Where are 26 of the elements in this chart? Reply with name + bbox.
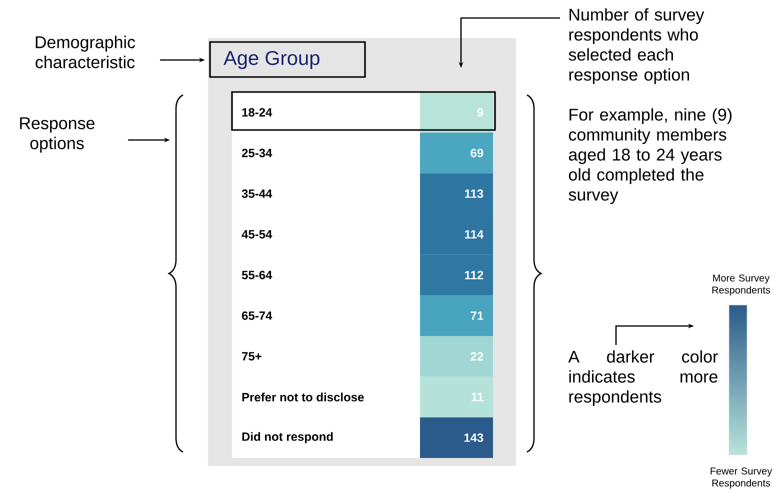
data-label: 22 xyxy=(470,352,484,361)
y-tick-label: 35-44 xyxy=(242,189,272,198)
y-tick-label: Prefer not to disclose xyxy=(242,392,364,402)
data-label: 114 xyxy=(465,230,484,238)
y-tick-label: 65-74 xyxy=(242,311,272,320)
text: Response options xyxy=(20,117,95,153)
data-label: 112 xyxy=(465,270,484,280)
chart-title: Age Group xyxy=(224,50,320,70)
y-tick-label: 18-24 xyxy=(242,108,272,117)
y-tick-label: Did not respond xyxy=(242,432,333,444)
text: A darker color indicates more respondents xyxy=(568,350,718,406)
text: Demographic characteristic xyxy=(36,36,136,68)
text: Number of survey respondents who selected each response option xyxy=(568,8,704,84)
data-label: 113 xyxy=(465,189,484,198)
data-label: 71 xyxy=(470,312,484,320)
text: Fewer Survey Respondents xyxy=(710,467,772,489)
data-label: 9 xyxy=(477,108,484,117)
data-label: 69 xyxy=(470,148,484,158)
y-tick-label: 75+ xyxy=(242,352,262,361)
text: More Survey Respondents xyxy=(712,274,770,296)
y-tick-label: 45-54 xyxy=(242,230,272,239)
text: For example, nine (9) community members aged 18 to 24 years old completed the survey xyxy=(568,108,732,204)
y-tick-label: 25-34 xyxy=(242,148,272,158)
y-tick-label: 55-64 xyxy=(242,270,272,280)
data-label: 11 xyxy=(472,392,484,402)
data-label: 143 xyxy=(464,433,484,442)
